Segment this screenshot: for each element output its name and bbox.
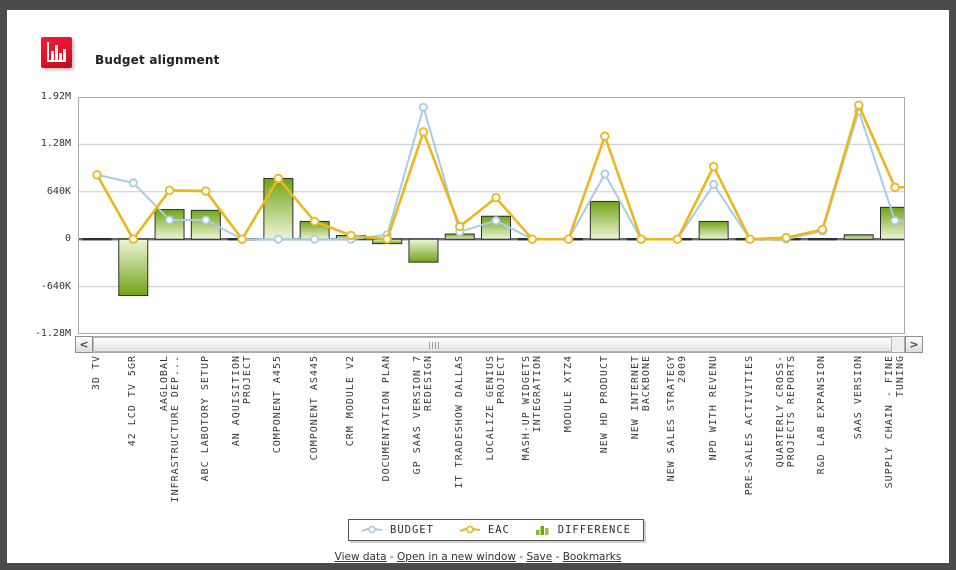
page-title: Budget alignment [95, 53, 220, 67]
legend-label: EAC [487, 524, 510, 536]
x-category-label: NEW HD PRODUCT [598, 355, 610, 454]
budget-marker [418, 102, 428, 112]
x-category-label: NEW SALES STRATEGY 2009 [666, 355, 689, 482]
y-tick-label: 0 [64, 233, 71, 245]
eac-marker [708, 161, 719, 172]
x-category-label: COMPONENT A455 [272, 355, 284, 454]
x-category-label: AAGLOBAL INFRASTRUCTURE DEP... [158, 355, 181, 503]
eac-line-icon [459, 525, 480, 534]
eac-series [92, 100, 905, 244]
link-open-in-a-new-window[interactable]: Open in a new window [397, 551, 516, 563]
budget-marker [491, 216, 501, 226]
x-category-label: GP SAAS VERSION 7 REDESIGN [412, 355, 435, 475]
scroll-right-button[interactable]: > [905, 336, 923, 353]
x-category-label: MODULE XTZ4 [562, 355, 574, 433]
y-tick-label: 640K [46, 185, 71, 197]
budget-marker [273, 234, 283, 244]
x-category-label: NPD WITH REVENU [707, 355, 719, 461]
eac-marker [817, 224, 828, 235]
budget-marker [201, 215, 211, 225]
x-category-label: COMPONENT AS445 [308, 355, 320, 461]
scroll-left-button[interactable]: < [75, 336, 93, 353]
legend-item-eac[interactable]: EAC [459, 524, 510, 536]
y-tick-label: 1.28M [40, 138, 71, 150]
eac-marker [382, 234, 392, 244]
eac-marker [527, 234, 537, 244]
icon-bar [59, 53, 62, 60]
legend-item-difference[interactable]: DIFFERENCE [535, 524, 631, 536]
eac-marker [745, 234, 755, 244]
eac-marker [273, 173, 284, 184]
chart-horizontal-scrollbar: < > [75, 336, 923, 353]
eac-marker [418, 127, 429, 137]
budget-marker [709, 179, 719, 189]
eac-marker [346, 230, 356, 241]
scrollbar-track[interactable] [93, 336, 905, 353]
legend-label: DIFFERENCE [557, 524, 631, 536]
difference-bars [82, 177, 905, 296]
budget-marker [600, 169, 610, 179]
budget-marker [165, 215, 175, 225]
y-tick-label: -1.28M [34, 328, 71, 339]
x-category-label: SUPPLY CHAIN - FINE TUNING [884, 355, 906, 489]
y-tick-label: -640K [40, 280, 71, 292]
x-category-label: QUARTERLY CROSS- PROJECTS REPORTS [775, 355, 798, 468]
legend-item-budget[interactable]: BUDGET [361, 524, 434, 536]
x-category-label: R&D LAB EXPANSION [816, 355, 828, 475]
budget-marker [310, 234, 320, 244]
icon-axis [47, 42, 49, 62]
x-category-label: MASH-UP WIDGETS INTEGRATION [521, 355, 544, 461]
scrollbar-thumb[interactable] [93, 337, 892, 352]
eac-marker [854, 100, 864, 110]
x-category-label: IT TRADESHOW DALLAS [453, 355, 465, 489]
x-category-label: DOCUMENTATION PLAN [381, 355, 393, 482]
budget-marker [890, 216, 900, 226]
eac-marker [201, 186, 211, 196]
x-category-label: ABC LABOTORY SETUP [199, 355, 211, 482]
eac-marker [600, 131, 610, 141]
icon-bar [63, 49, 66, 60]
x-category-label: NEW INTERNET BACKBONE [630, 355, 653, 440]
eac-marker [491, 193, 501, 203]
widget-body: Budget alignment 1.92M 1.28M 640K 0 -640K -1.… [7, 10, 949, 563]
eac-marker [890, 182, 900, 193]
x-category-label: LOCALIZE GENIUS PROJECT [485, 355, 507, 461]
icon-bar [51, 51, 54, 60]
eac-marker [563, 234, 574, 244]
link-save[interactable]: Save [526, 551, 553, 563]
x-category-label: 42 LCD TV 5GR [127, 355, 139, 447]
icon-axis [47, 60, 66, 62]
y-tick-label: 1.92M [40, 91, 71, 102]
eac-marker [781, 233, 791, 243]
eac-marker [164, 185, 175, 196]
eac-marker [672, 234, 683, 244]
footer-links: View data - Open in a new window - Save … [334, 551, 622, 563]
eac-marker [237, 234, 247, 244]
x-category-label: SAAS VERSION [852, 355, 864, 440]
link-view-data[interactable]: View data [334, 551, 387, 563]
x-category-label: 3D TV [91, 355, 102, 391]
chart-plot-area [78, 97, 905, 334]
eac-marker [309, 216, 320, 227]
eac-marker [128, 234, 138, 244]
eac-marker [455, 221, 465, 232]
chart-legend: BUDGET EAC DIFFERENCE [348, 519, 644, 541]
x-category-label: PRE-SALES ACTIVITIES [743, 355, 755, 496]
difference-bars-icon [535, 526, 549, 535]
legend-label: BUDGET [390, 524, 434, 536]
x-category-label: CRM MODULE V2 [344, 355, 356, 447]
icon-bar [55, 45, 58, 60]
x-category-label: AN AQUISITION PROJECT [231, 355, 254, 447]
bar-chart-icon [41, 37, 72, 68]
eac-marker [636, 234, 646, 244]
budget-line-icon [361, 525, 383, 534]
budget-marker [128, 178, 138, 188]
eac-marker [92, 170, 102, 180]
scrollbar-grip-icon [428, 342, 439, 349]
link-bookmarks[interactable]: Bookmarks [562, 551, 622, 563]
